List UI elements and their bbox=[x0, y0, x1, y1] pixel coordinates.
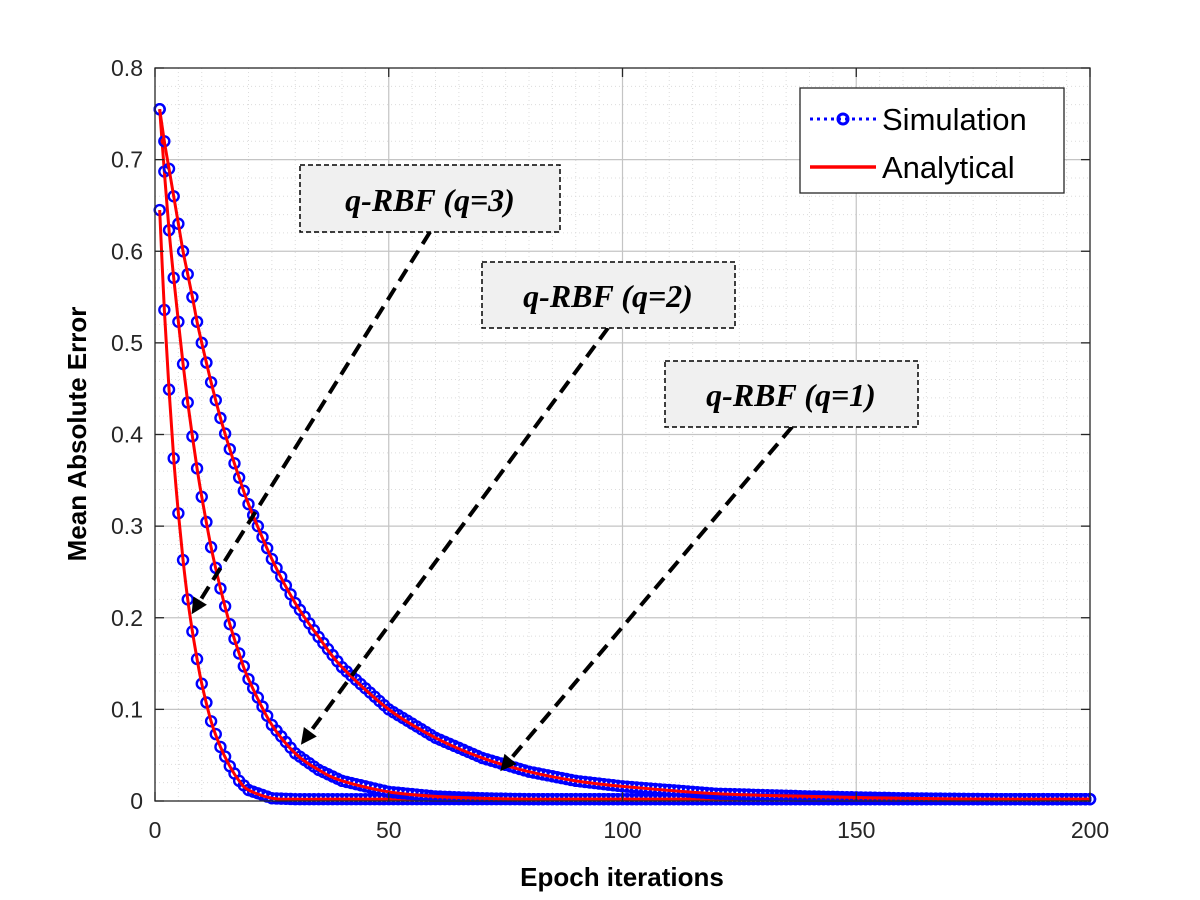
y-tick-label: 0.7 bbox=[111, 147, 143, 173]
arrow-q1-line bbox=[506, 425, 794, 764]
analytical-line bbox=[158, 109, 1090, 801]
arrow-q3-line bbox=[196, 230, 432, 606]
x-tick-labels: 0 50 100 150 200 bbox=[149, 817, 1110, 843]
simulation-marker bbox=[232, 471, 246, 484]
arrow-q1-head bbox=[500, 753, 517, 772]
y-tick-label: 0.2 bbox=[111, 605, 143, 631]
y-tick-label: 0.6 bbox=[111, 238, 143, 264]
y-tick-label: 0 bbox=[130, 788, 143, 814]
y-tick-labels: 0 0.1 0.2 0.3 0.4 0.5 0.6 0.7 0.8 bbox=[111, 55, 143, 814]
x-tick-label: 50 bbox=[376, 817, 402, 843]
legend-analytical-label: Analytical bbox=[882, 150, 1015, 185]
annotation-label-q2: q-RBF (q=2) bbox=[523, 278, 693, 314]
annotations: q-RBF (q=3) q-RBF (q=2) q-RBF (q=1) bbox=[191, 164, 919, 772]
annotation-label-q1: q-RBF (q=1) bbox=[706, 377, 876, 413]
simulation-marker bbox=[251, 691, 265, 704]
y-tick-label: 0.1 bbox=[111, 696, 143, 722]
y-tick-label: 0.5 bbox=[111, 330, 143, 356]
arrow-q2-head bbox=[300, 727, 317, 745]
simulation-marker bbox=[251, 519, 265, 533]
axis-ticks bbox=[154, 67, 1091, 802]
legend: Simulation Analytical bbox=[799, 87, 1065, 194]
analytical-line bbox=[158, 109, 1091, 801]
simulation-marker bbox=[261, 709, 274, 722]
legend-simulation-label: Simulation bbox=[882, 102, 1027, 137]
simulation-marker bbox=[214, 740, 227, 754]
simulation-marker bbox=[242, 672, 255, 686]
annotation-box-q2 bbox=[481, 261, 736, 329]
x-tick-label: 200 bbox=[1071, 817, 1109, 843]
legend-box bbox=[799, 87, 1065, 194]
y-axis-title: Mean Absolute Error bbox=[62, 307, 92, 562]
y-tick-label: 0.3 bbox=[111, 513, 143, 539]
arrow-q3-head bbox=[191, 596, 207, 615]
annotation-box-q3 bbox=[299, 164, 561, 233]
x-tick-label: 0 bbox=[149, 817, 162, 843]
simulation-marker bbox=[261, 541, 274, 555]
simulation-marker bbox=[246, 682, 260, 695]
simulation-marker bbox=[246, 508, 260, 522]
y-tick-label: 0.8 bbox=[111, 55, 143, 81]
arrow-q2-line bbox=[306, 326, 610, 737]
x-tick-label: 150 bbox=[837, 817, 875, 843]
simulation-marker bbox=[232, 647, 246, 660]
series-3 bbox=[153, 103, 1097, 806]
y-tick-label: 0.4 bbox=[111, 422, 143, 448]
series-layer bbox=[153, 103, 1097, 806]
x-tick-label: 100 bbox=[603, 817, 641, 843]
x-axis-title: Epoch iterations bbox=[520, 862, 724, 892]
annotation-box-q1 bbox=[664, 360, 919, 428]
simulation-marker bbox=[256, 700, 269, 713]
legend-simulation-marker bbox=[836, 112, 850, 126]
simulation-marker bbox=[242, 497, 255, 511]
annotation-label-q3: q-RBF (q=3) bbox=[345, 182, 515, 218]
simulation-marker bbox=[256, 530, 269, 544]
simulation-marker bbox=[218, 750, 232, 763]
